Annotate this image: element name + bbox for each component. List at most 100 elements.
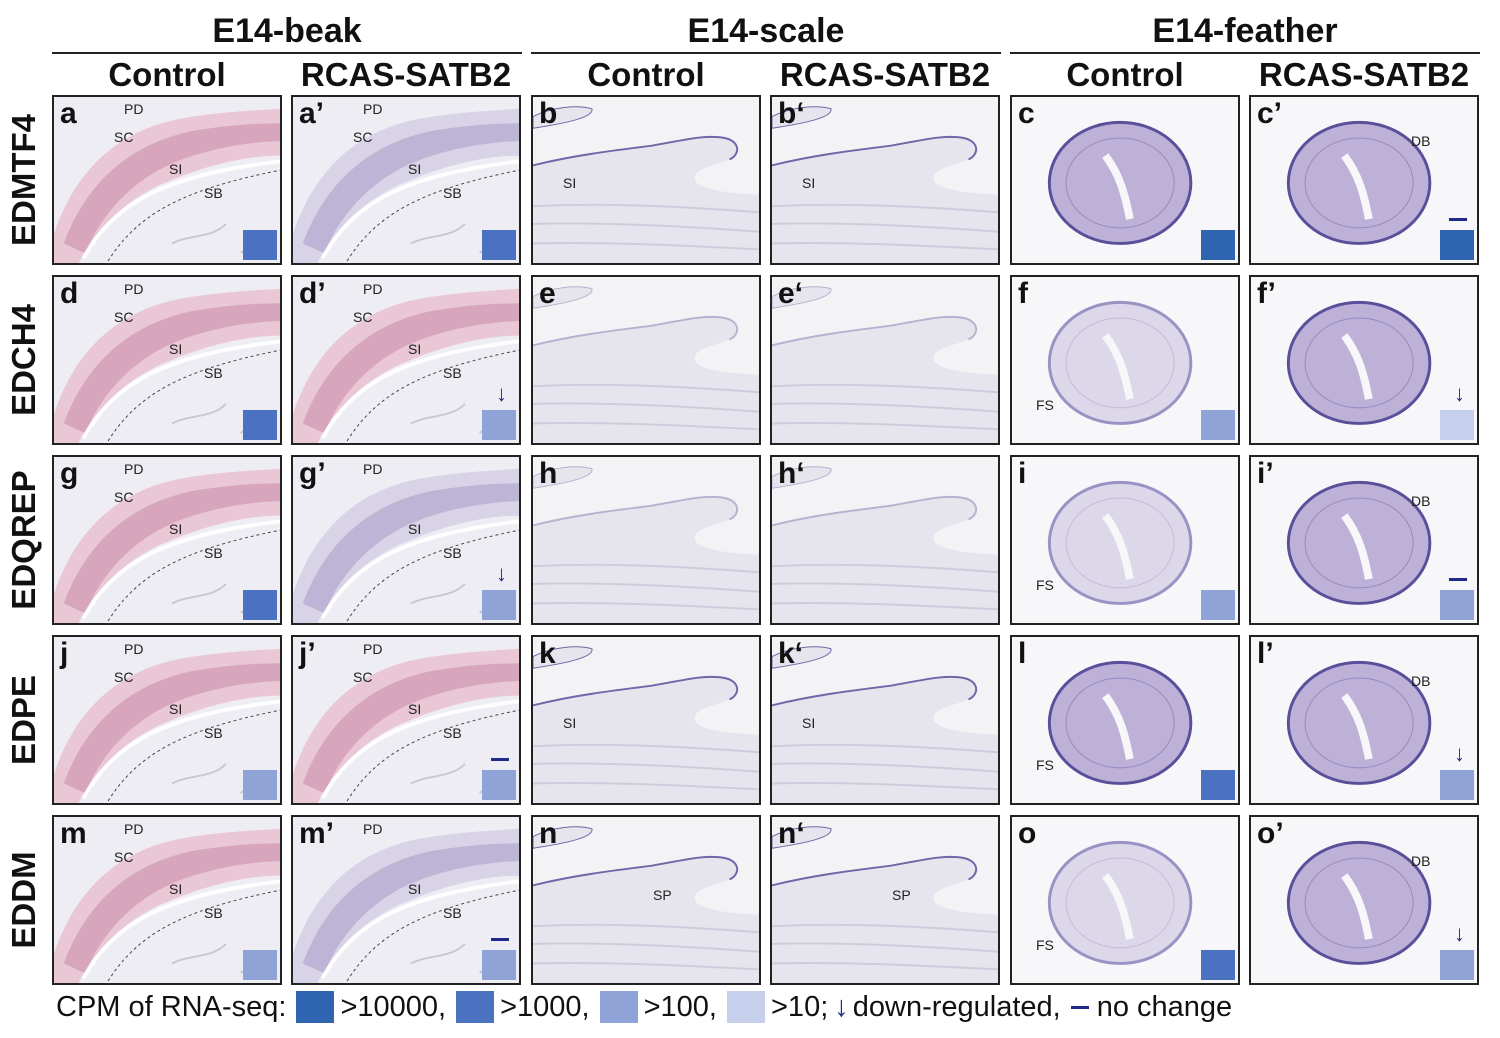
expression-level-swatch bbox=[243, 770, 277, 800]
annotation-label: SI bbox=[408, 881, 422, 897]
column-title: Control bbox=[587, 56, 705, 93]
annotation-label: SI bbox=[802, 715, 816, 731]
expression-level-swatch bbox=[482, 770, 516, 800]
dash-icon bbox=[1449, 218, 1467, 221]
panel-scale-control: b SI bbox=[531, 95, 761, 265]
panel-scale-satb2: e‘ bbox=[770, 275, 1000, 445]
legend-swatch-10 bbox=[727, 991, 765, 1023]
expression-level-swatch bbox=[1201, 230, 1235, 260]
dash-icon bbox=[1070, 1005, 1089, 1009]
panel-label: k bbox=[539, 637, 556, 670]
annotation-label: SI bbox=[169, 701, 183, 717]
panel-beak-satb2: a’ PD SC SI SB bbox=[291, 95, 521, 265]
expression-level-swatch bbox=[482, 230, 516, 260]
down-arrow-icon: ↓ bbox=[1454, 741, 1465, 766]
tissue-section-image bbox=[1012, 457, 1238, 623]
column-title: RCAS-SATB2 bbox=[1258, 56, 1470, 93]
tissue-section-image bbox=[533, 277, 759, 443]
legend-nochange-text: no change bbox=[1096, 990, 1233, 1023]
group-title: E14-feather bbox=[1152, 12, 1338, 50]
expression-level-swatch bbox=[482, 950, 516, 980]
panel-scale-satb2: n‘ SP bbox=[770, 815, 1000, 985]
annotation-label: DB bbox=[1411, 673, 1431, 689]
annotation-label: PD bbox=[124, 101, 144, 117]
tissue-section-image bbox=[772, 277, 998, 443]
annotation-label: SC bbox=[114, 669, 134, 685]
panel-label: c’ bbox=[1257, 97, 1283, 130]
panel-label: l bbox=[1018, 637, 1027, 670]
tissue-section-image bbox=[772, 457, 998, 623]
tissue-section-image bbox=[1251, 817, 1477, 983]
gene-name: EDDM bbox=[5, 851, 42, 949]
annotation-label: SB bbox=[443, 905, 462, 921]
panel-beak-satb2: g’ PD SI SB ↓ bbox=[291, 455, 521, 625]
gene-name: EDMTF4 bbox=[5, 114, 42, 246]
tissue-section-image bbox=[1012, 817, 1238, 983]
annotation-label: DB bbox=[1411, 133, 1431, 149]
annotation-label: SB bbox=[443, 725, 462, 741]
panel-scale-satb2: k‘ SI bbox=[770, 635, 1000, 805]
annotation-label: SB bbox=[443, 185, 462, 201]
annotation-label: DB bbox=[1411, 493, 1431, 509]
expression-level-swatch bbox=[1440, 230, 1474, 260]
panel-label: e bbox=[539, 277, 556, 310]
tissue-section-image bbox=[1251, 637, 1477, 803]
panel-scale-satb2: h‘ bbox=[770, 455, 1000, 625]
tissue-section-image bbox=[533, 817, 759, 983]
panel-label: m’ bbox=[299, 817, 335, 850]
panel-feather-control: o FS bbox=[1010, 815, 1240, 985]
panel-label: h bbox=[539, 457, 558, 490]
panel-scale-control: h bbox=[531, 455, 761, 625]
legend: CPM of RNA-seq: >10000, >1000, >100, >10… bbox=[56, 988, 1232, 1026]
panel-feather-satb2: f’ ↓ bbox=[1249, 275, 1479, 445]
panel-feather-satb2: o’ DB ↓ bbox=[1249, 815, 1479, 985]
legend-text-10: >10; bbox=[771, 990, 829, 1023]
legend-text-100: >100, bbox=[643, 990, 717, 1023]
panel-label: o’ bbox=[1257, 817, 1284, 850]
group-rule bbox=[52, 52, 522, 54]
expression-level-swatch bbox=[243, 230, 277, 260]
annotation-label: SI bbox=[169, 881, 183, 897]
tissue-section-image bbox=[1012, 637, 1238, 803]
tissue-section-image bbox=[772, 637, 998, 803]
tissue-section-image bbox=[533, 637, 759, 803]
annotation-label: SC bbox=[114, 309, 134, 325]
annotation-label: SI bbox=[408, 701, 422, 717]
panel-beak-control: j SC PD SI SB bbox=[52, 635, 282, 805]
annotation-label: SB bbox=[204, 185, 223, 201]
annotation-label: SI bbox=[563, 715, 577, 731]
tissue-section-image bbox=[293, 637, 519, 803]
annotation-label: PD bbox=[363, 461, 383, 477]
annotation-label: SI bbox=[169, 521, 183, 537]
gene-name: EDQREP bbox=[5, 470, 42, 610]
panel-beak-control: d PD SC SI SB bbox=[52, 275, 282, 445]
expression-level-swatch bbox=[243, 950, 277, 980]
panel-label: n‘ bbox=[778, 817, 805, 850]
annotation-label: PD bbox=[363, 281, 383, 297]
panel-label: j bbox=[60, 637, 69, 670]
panel-label: i bbox=[1018, 457, 1027, 490]
annotation-label: FS bbox=[1036, 937, 1054, 953]
annotation-label: PD bbox=[363, 641, 383, 657]
tissue-section-image bbox=[1251, 97, 1477, 263]
tissue-section-image bbox=[1251, 277, 1477, 443]
annotation-label: SB bbox=[443, 545, 462, 561]
annotation-label: SI bbox=[408, 521, 422, 537]
down-arrow-icon: ↓ bbox=[496, 381, 507, 406]
panel-feather-satb2: l’ DB ↓ bbox=[1249, 635, 1479, 805]
expression-level-swatch bbox=[1201, 590, 1235, 620]
panel-label: b‘ bbox=[778, 97, 805, 130]
panel-label: f bbox=[1018, 277, 1028, 310]
tissue-section-image bbox=[1012, 277, 1238, 443]
expression-level-swatch bbox=[1440, 590, 1474, 620]
panel-beak-satb2: m’ PD SI SB bbox=[291, 815, 521, 985]
legend-swatch-10000 bbox=[296, 991, 335, 1023]
legend-swatch-1000 bbox=[456, 991, 495, 1023]
panel-scale-satb2: b‘ SI bbox=[770, 95, 1000, 265]
panel-beak-control: g PD SC SI SB bbox=[52, 455, 282, 625]
panel-label: c bbox=[1018, 97, 1035, 130]
group-rule bbox=[531, 52, 1001, 54]
annotation-label: PD bbox=[124, 461, 144, 477]
panel-label: f’ bbox=[1257, 277, 1276, 310]
legend-text-10000: >10000, bbox=[340, 990, 447, 1023]
